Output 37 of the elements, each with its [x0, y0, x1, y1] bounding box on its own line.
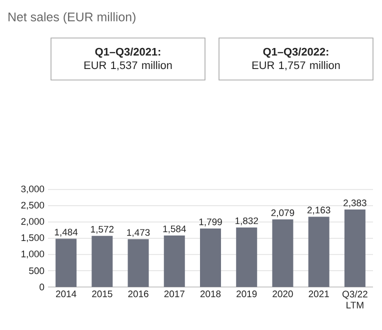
x-tick-label: Q3/22 LTM — [342, 290, 368, 308]
bar — [164, 236, 185, 287]
bar — [236, 227, 258, 287]
data-label: 2,163 — [307, 206, 330, 215]
data-label: 1,832 — [235, 217, 258, 226]
x-tick-label: 2018 — [200, 290, 221, 298]
x-tick-label: 2016 — [128, 290, 148, 298]
y-tick-label: 2,000 — [21, 218, 44, 226]
bar — [56, 238, 77, 287]
data-label: 1,484 — [54, 228, 78, 237]
bar — [308, 216, 330, 287]
x-tick-label: 2017 — [164, 290, 184, 298]
bar — [200, 228, 221, 287]
text: Q1–Q3/2021: EUR 1,537 million — [84, 48, 172, 70]
data-label: 1,584 — [163, 226, 186, 234]
chart-title: Net sales (EUR million) — [8, 12, 136, 24]
y-tick-label: 2,500 — [21, 202, 44, 210]
x-tick-label: 2015 — [92, 290, 112, 298]
data-label: 1,799 — [199, 218, 222, 226]
data-label: 1,572 — [91, 226, 114, 234]
x-tick-label: 2019 — [236, 290, 257, 298]
bar — [92, 236, 113, 287]
data-label: 2,079 — [271, 209, 294, 218]
bar — [272, 219, 294, 287]
y-tick-label: 500 — [29, 267, 44, 274]
data-label: 2,383 — [344, 200, 366, 208]
y-tick-label: 3,000 — [21, 186, 44, 194]
y-tick-label: 1,000 — [22, 250, 44, 258]
y-tick-label: 1,500 — [22, 234, 44, 242]
y-tick-label: 0 — [40, 284, 44, 290]
x-tick-label: 2014 — [56, 290, 76, 298]
x-tick-label: 2021 — [308, 290, 329, 298]
data-label: 1,473 — [127, 229, 150, 237]
x-tick-label: 2020 — [272, 290, 293, 298]
bar — [344, 210, 366, 287]
bar — [128, 239, 149, 287]
text: Q1–Q3/2022: EUR 1,757 million — [252, 48, 340, 70]
